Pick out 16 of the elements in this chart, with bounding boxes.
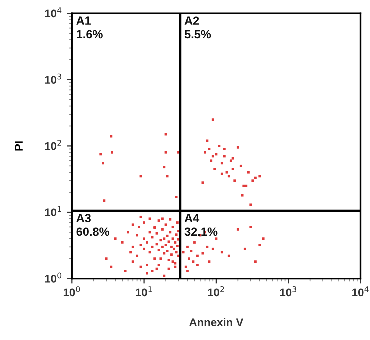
x-tick-label: 10$^{4}$ (352, 286, 369, 297)
annotation: A4 32.1% (184, 214, 218, 236)
y-tick-label: 10$^{2}$ (45, 140, 62, 150)
x-axis-title: Annexin V (190, 318, 244, 326)
x-tick-label: 10$^{1}$ (136, 286, 152, 297)
y-tick-label: 10$^{1}$ (45, 206, 62, 217)
annotation: A3 60.8% (76, 214, 110, 236)
x-tick-label: 10$^{2}$ (208, 286, 224, 297)
y-tick-label: 10$^{3}$ (45, 74, 62, 84)
y-tick-label: 10$^{4}$ (45, 8, 62, 18)
x-tick-label: 10$^{0}$ (64, 286, 80, 297)
y-tick-label: 10$^{0}$ (45, 272, 62, 283)
annotation: A2 5.5% (184, 16, 212, 39)
x-tick-label: 10$^{3}$ (280, 286, 296, 297)
annotation: A1 1.6% (76, 16, 103, 39)
y-axis-title: PI (15, 142, 23, 151)
